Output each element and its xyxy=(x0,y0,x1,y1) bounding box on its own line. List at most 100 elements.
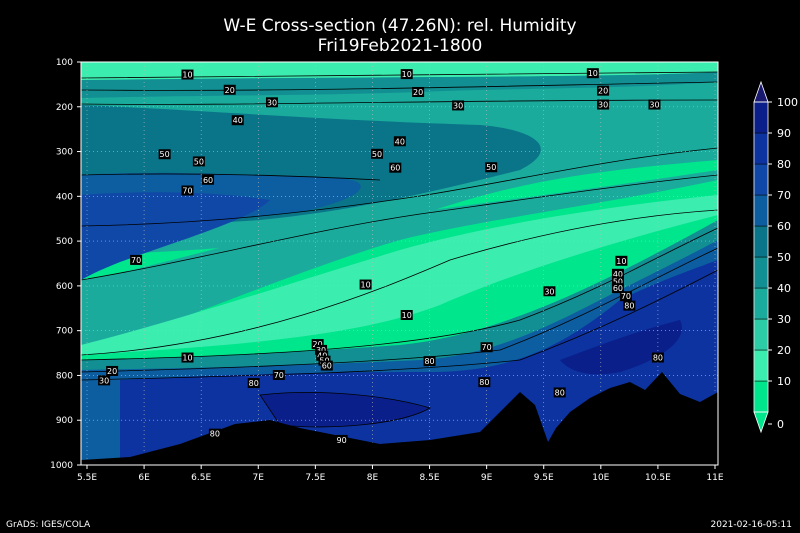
contour-label-bg xyxy=(611,276,624,287)
contour-label-bg xyxy=(335,434,348,445)
contour-label: 10 xyxy=(615,255,628,266)
contour-label-bg xyxy=(247,378,260,389)
contour-line xyxy=(81,173,381,181)
contour-label: 30 xyxy=(543,286,556,297)
contour-label-bg xyxy=(208,428,221,439)
contour-label-text: 30 xyxy=(99,376,109,385)
contour-label-text: 90 xyxy=(337,436,347,445)
contour-label: 60 xyxy=(202,174,215,185)
humidity-field xyxy=(81,62,718,465)
humidity-band xyxy=(81,192,270,280)
colorbar-segment xyxy=(753,349,769,382)
x-tick-label: 9E xyxy=(481,473,493,483)
contour-label: 60 xyxy=(611,283,624,294)
contour-label-bg xyxy=(400,69,413,80)
contour-label-bg xyxy=(553,387,566,398)
y-tick-label: 400 xyxy=(56,192,73,202)
colorbar-label: 60 xyxy=(777,220,791,233)
contour-label-text: 20 xyxy=(598,87,608,96)
y-tick-label: 500 xyxy=(56,237,73,247)
humidity-band xyxy=(81,170,718,355)
contour-line xyxy=(81,247,718,373)
x-axis: 5.5E 6E 6.5E 7E 7.5E 8E 8.5E 9E 9.5E 10E 10.5E 11E xyxy=(77,465,724,483)
contour-label-text: 10 xyxy=(182,71,192,80)
contour-label-text: 50 xyxy=(194,157,204,166)
contour-label-text: 80 xyxy=(424,357,434,366)
contour-label-text: 60 xyxy=(613,284,623,293)
contour-label-bg xyxy=(158,149,171,160)
colorbar-label: 80 xyxy=(777,158,791,171)
contour-label-bg xyxy=(452,100,465,111)
x-tick-label: 6E xyxy=(138,473,150,483)
contour-label-bg xyxy=(181,185,194,196)
contour-label-bg xyxy=(371,148,384,159)
contour-label-bg xyxy=(389,162,402,173)
contour-label-text: 80 xyxy=(249,379,259,388)
chart-subtitle: Fri19Feb2021-1800 xyxy=(317,36,483,56)
footer-credit: GrADS: IGES/COLA xyxy=(6,520,91,530)
contour-label-bg xyxy=(651,352,664,363)
contour-label-bg xyxy=(181,352,194,363)
contour-label: 50 xyxy=(371,148,384,159)
contour-label-text: 20 xyxy=(313,340,323,349)
contour-label: 50 xyxy=(192,156,205,167)
contour-label: 20 xyxy=(597,85,610,96)
colorbar-segment xyxy=(753,194,769,227)
contour-label: 90 xyxy=(335,434,348,445)
colorbar-segment xyxy=(753,225,769,258)
contour-label-text: 80 xyxy=(624,302,634,311)
contour-label: 70 xyxy=(480,342,493,353)
contour-label-text: 60 xyxy=(390,164,400,173)
contour-line xyxy=(81,174,718,281)
footer-timestamp: 2021-02-16-05:11 xyxy=(710,520,793,530)
colorbar-label: 20 xyxy=(777,344,791,357)
y-tick-label: 300 xyxy=(56,148,73,158)
contour-label-bg xyxy=(619,291,632,302)
contour-label-text: 60 xyxy=(322,362,332,371)
contour-label: 60 xyxy=(389,162,402,173)
contour-label-text: 10 xyxy=(402,70,412,79)
contour-label-text: 50 xyxy=(486,163,496,172)
contour-label-text: 70 xyxy=(482,343,492,352)
contour-line xyxy=(81,81,718,91)
contour-label: 80 xyxy=(553,387,566,398)
humidity-band xyxy=(260,392,430,427)
contour-label: 50 xyxy=(611,276,624,287)
humidity-band xyxy=(81,195,718,355)
colorbar-label: 90 xyxy=(777,127,791,140)
colorbar-label: 50 xyxy=(777,251,791,264)
contour-label: 70 xyxy=(130,254,143,265)
contour-line xyxy=(81,147,718,227)
x-tick-label: 8.5E xyxy=(420,473,440,483)
contour-label-bg xyxy=(202,174,215,185)
contour-label: 10 xyxy=(181,352,194,363)
colorbar-segment xyxy=(753,101,769,134)
colorbar-top-arrow xyxy=(753,80,769,103)
colorbar-segment xyxy=(753,256,769,289)
contour-label: 80 xyxy=(651,352,664,363)
terrain-mask xyxy=(81,372,718,465)
contour-label: 40 xyxy=(231,115,244,126)
contour-label-bg xyxy=(98,375,111,386)
contour-label-text: 80 xyxy=(653,354,663,363)
contour-label-bg xyxy=(181,69,194,80)
contour-label-text: 80 xyxy=(555,388,565,397)
contour-label-bg xyxy=(423,356,436,367)
contour-label-text: 50 xyxy=(372,150,382,159)
contour-line xyxy=(81,209,718,356)
contour-label-text: 70 xyxy=(621,292,631,301)
contour-label-text: 30 xyxy=(316,346,326,355)
contour-label: 20 xyxy=(223,84,236,95)
contour-label-text: 10 xyxy=(588,69,598,78)
contour-label-bg xyxy=(478,377,491,388)
contour-label: 50 xyxy=(158,149,171,160)
contour-label: 80 xyxy=(623,300,636,311)
contour-label: 30 xyxy=(597,99,610,110)
y-axis: 100 200 300 400 500 600 700 800 900 1000 xyxy=(50,58,81,471)
contour-label: 70 xyxy=(619,291,632,302)
contour-label: 80 xyxy=(423,356,436,367)
contour-label-text: 10 xyxy=(361,281,371,290)
colorbar-bottom-arrow xyxy=(753,411,769,434)
contour-label-text: 30 xyxy=(544,287,554,296)
contour-label: 10 xyxy=(359,279,372,290)
